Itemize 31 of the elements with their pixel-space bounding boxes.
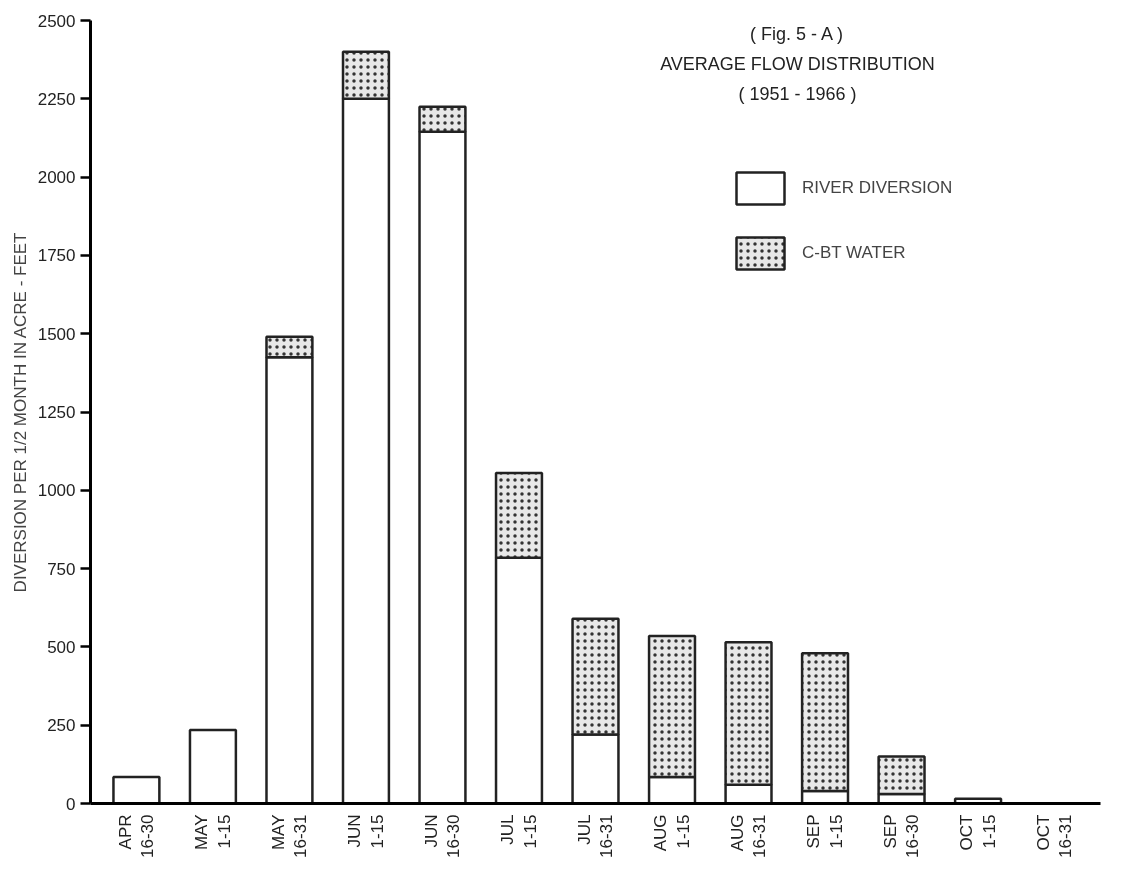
- y-tick-label: 1750: [37, 246, 76, 266]
- y-tick-label: 1500: [37, 324, 76, 344]
- y-tick-label: 2500: [37, 11, 76, 31]
- y-tick-label: 1000: [37, 481, 76, 501]
- x-tick-label: JUL 16-31: [574, 814, 617, 858]
- y-axis-title: DIVERSION PER 1/2 MONTH IN ACRE - FEET: [10, 232, 30, 593]
- x-tick-label: AUG 1-15: [651, 814, 693, 852]
- x-tick-label: OCT 1-15: [957, 814, 999, 851]
- x-tick-label: AUG 16-31: [727, 814, 770, 858]
- x-tick-label: JUN 16-30: [421, 814, 464, 858]
- text: AVERAGE FLOW DISTRIBUTION ( 1951 - 1966 ): [660, 54, 935, 104]
- x-tick-label: JUL 1-15: [498, 814, 540, 849]
- x-tick-label: SEP 16-30: [880, 814, 923, 858]
- x-tick-label: MAY 16-31: [268, 814, 311, 858]
- x-tick-label: OCT 16-31: [1033, 814, 1076, 858]
- x-tick-label: APR 16-30: [115, 814, 158, 858]
- y-tick-label: 250: [47, 716, 76, 736]
- y-tick-label: 0: [66, 794, 76, 814]
- chart-title: ( Fig. 5 - A ): [750, 24, 844, 45]
- y-tick-label: 2250: [37, 89, 76, 109]
- x-tick-label: JUN 1-15: [345, 814, 387, 849]
- y-tick-label: 750: [47, 559, 76, 579]
- legend-label: C-BT WATER: [802, 243, 906, 263]
- y-tick-label: 500: [47, 637, 76, 657]
- bar: [112, 775, 161, 804]
- x-tick-label: MAY 1-15: [192, 814, 234, 851]
- y-tick-label: 1250: [37, 403, 76, 422]
- legend-label: RIVER DIVERSION: [802, 178, 953, 198]
- y-tick-label: 2000: [37, 168, 76, 188]
- bar: [188, 728, 238, 804]
- x-tick-label: SEP 1-15: [804, 814, 846, 849]
